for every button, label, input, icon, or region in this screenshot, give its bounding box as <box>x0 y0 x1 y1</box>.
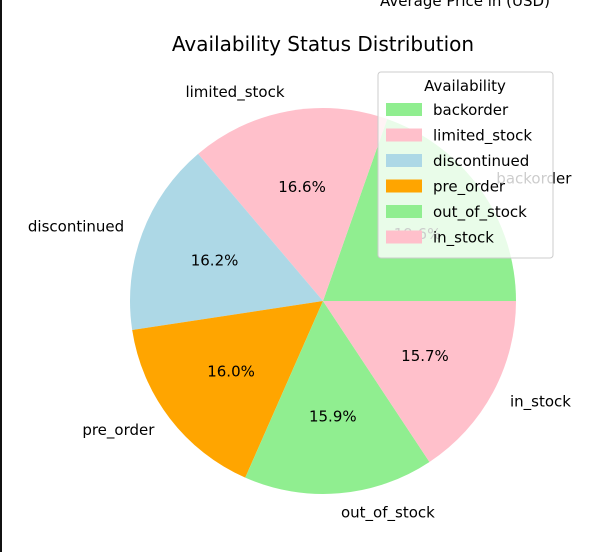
legend-label-limited_stock: limited_stock <box>433 127 532 146</box>
legend-label-discontinued: discontinued <box>433 152 529 170</box>
slice-label-in_stock: in_stock <box>510 393 571 412</box>
legend-swatch-limited_stock <box>386 128 422 142</box>
legend-entries: backorder limited_stock discontinued pre_or… <box>386 101 532 248</box>
legend-swatch-backorder <box>386 103 422 116</box>
legend-title: Availability <box>424 77 506 95</box>
pie-slice-pre_order <box>132 301 323 478</box>
chart-title: Availability Status Distribution <box>172 32 474 56</box>
legend-swatch-out_of_stock <box>386 205 422 218</box>
slice-percent-in_stock: 15.7% <box>401 347 449 365</box>
legend-label-backorder: backorder <box>433 101 509 119</box>
cut-off-figure-label: Average Price in (USD) <box>380 0 550 10</box>
legend-label-out_of_stock: out_of_stock <box>433 203 527 222</box>
slice-label-out_of_stock: out_of_stock <box>341 504 435 523</box>
slice-label-limited_stock: limited_stock <box>185 83 284 102</box>
slice-label-pre_order: pre_order <box>82 421 155 440</box>
legend: Availability backorder limited_stockdisco… <box>377 71 554 259</box>
legend-swatch-in_stock <box>386 230 422 244</box>
slice-label-discontinued: discontinued <box>28 218 124 236</box>
pie-category-labels: backorder limited_stock discontinued pre_or… <box>28 83 572 522</box>
slice-percent-discontinued: 16.2% <box>191 251 239 269</box>
slice-percent-pre_order: 16.0% <box>207 362 255 380</box>
left-frame-edge <box>0 0 2 552</box>
slice-percent-limited_stock: 16.6% <box>278 178 326 196</box>
legend-label-in_stock: in_stock <box>433 229 494 248</box>
legend-swatch-discontinued <box>386 154 422 167</box>
pie-slice-limited_stock <box>198 107 388 301</box>
pie-slice-out_of_stock <box>245 301 430 494</box>
slice-percent-out_of_stock: 15.9% <box>309 407 357 425</box>
legend-swatch-pre_order <box>386 179 422 193</box>
pie-slices <box>129 107 516 494</box>
legend-label-pre_order: pre_order <box>433 178 506 197</box>
pie-slice-discontinued <box>129 153 323 330</box>
pie-slice-in_stock <box>323 301 516 462</box>
